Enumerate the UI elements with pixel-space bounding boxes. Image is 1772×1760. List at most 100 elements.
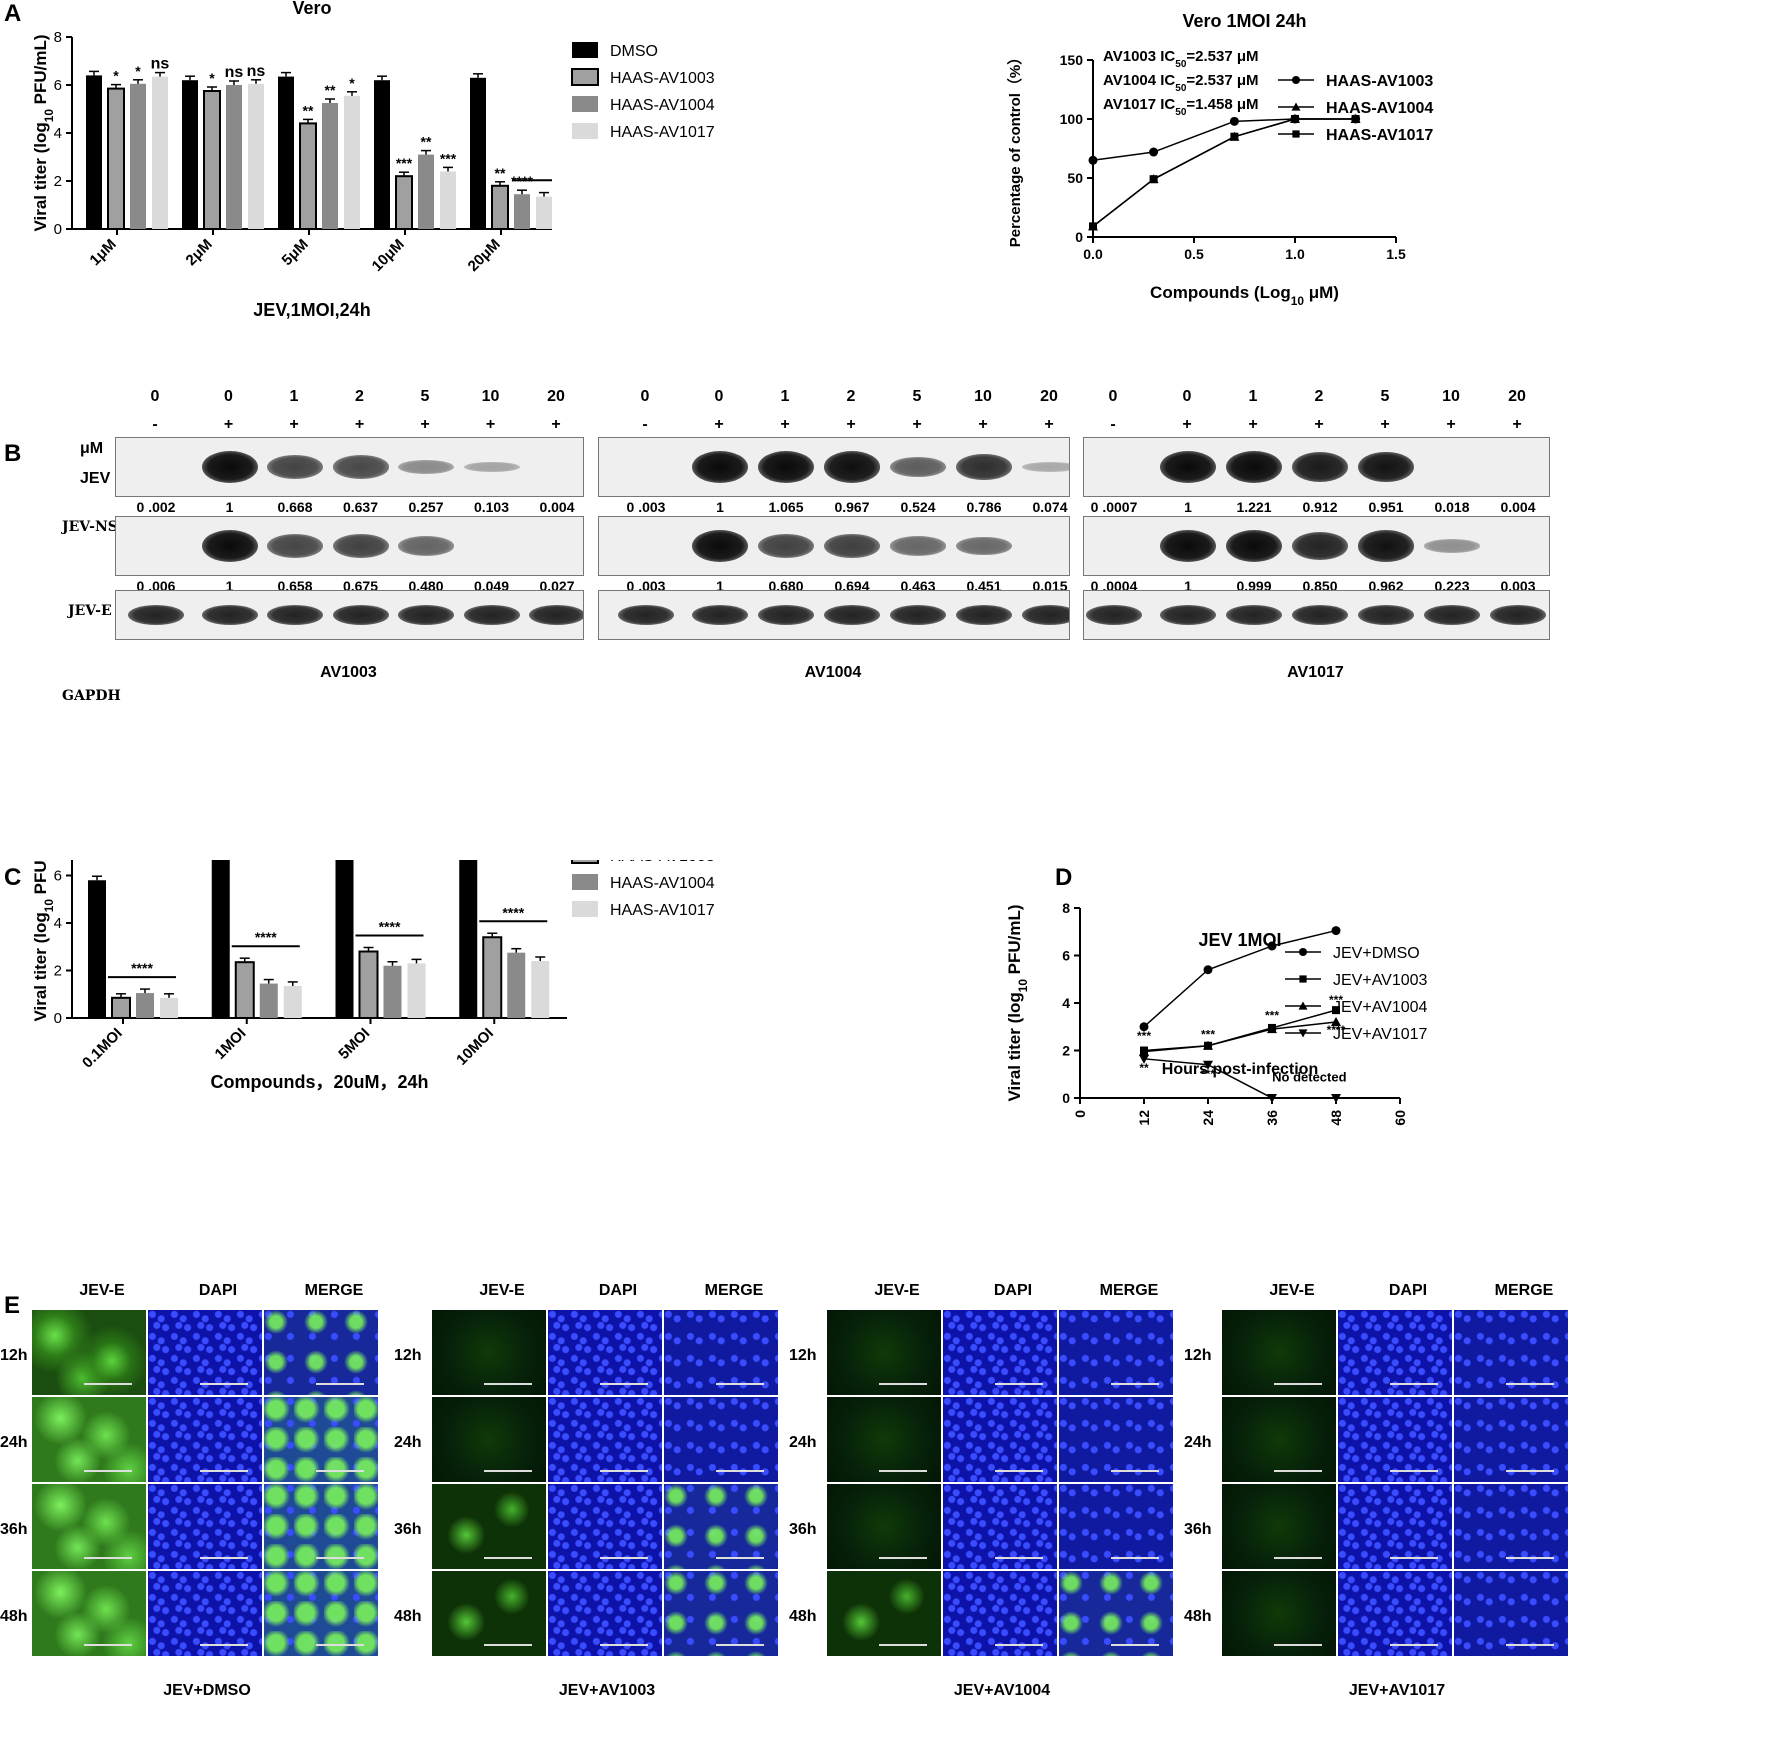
- protein-band: [1292, 531, 1348, 561]
- protein-band: [692, 530, 748, 562]
- if-column-label: MERGE: [304, 1282, 364, 1299]
- dose-label: 0: [640, 388, 650, 405]
- band-quantification: 1: [716, 499, 724, 515]
- y-tick-label: 6: [54, 868, 62, 885]
- scale-bar: [716, 1470, 764, 1472]
- protein-band: [1022, 462, 1069, 472]
- jev-sign: +: [223, 416, 234, 433]
- blot-group-label: AV1004: [804, 664, 862, 681]
- x-tick-label: 1μM: [87, 236, 120, 269]
- if-image-jev-e: [827, 1484, 941, 1569]
- legend-marker: [1292, 130, 1300, 138]
- if-image-merge: [264, 1310, 378, 1395]
- blot-gapdh: [1083, 590, 1550, 640]
- scale-bar: [1274, 1383, 1322, 1385]
- panel-label-c: C: [4, 864, 22, 891]
- if-image-merge: [1059, 1571, 1173, 1656]
- significance-label: **: [303, 102, 314, 118]
- protein-band: [824, 605, 880, 625]
- y-tick-label: 50: [1067, 170, 1083, 186]
- if-column-label: JEV-E: [1269, 1282, 1315, 1299]
- y-tick-label: 0: [1075, 229, 1083, 245]
- scale-bar: [484, 1644, 532, 1646]
- series-line: [1092, 118, 1356, 227]
- scale-bar: [600, 1470, 648, 1472]
- if-image-dapi: [1338, 1310, 1452, 1395]
- annotation-label: **: [1139, 1061, 1149, 1075]
- band-quantification: 0.018: [1434, 499, 1470, 515]
- if-group-label: JEV+AV1017: [1348, 1682, 1446, 1699]
- dose-label: 5: [912, 388, 922, 405]
- bar-haas-av1017: [407, 963, 426, 1018]
- if-column-label: DAPI: [198, 1282, 238, 1299]
- significance-label: **: [421, 134, 432, 150]
- x-tick-label: 0.0: [1083, 246, 1103, 262]
- blot-group-label: AV1017: [1287, 664, 1344, 681]
- band-quantification: 1: [1184, 499, 1192, 515]
- scale-bar: [879, 1470, 927, 1472]
- dose-label: 1: [780, 388, 790, 405]
- bar-haas-av1003: [234, 961, 255, 1019]
- if-row-label: 24h: [0, 1434, 28, 1451]
- if-image-dapi: [148, 1310, 262, 1395]
- if-image-merge: [1454, 1310, 1568, 1395]
- if-image-jev-e: [32, 1484, 146, 1569]
- x-tick-label: 0.1MOI: [79, 1025, 126, 1072]
- scale-bar: [600, 1557, 648, 1559]
- if-image-jev-e: [1222, 1484, 1336, 1569]
- scale-bar: [1111, 1644, 1159, 1646]
- bar-dmso: [88, 880, 106, 1018]
- jev-sign: -: [1110, 416, 1116, 433]
- x-tick-label: 5μM: [279, 236, 312, 269]
- if-image-dapi: [943, 1310, 1057, 1395]
- if-row-label: 24h: [1184, 1434, 1212, 1451]
- blot-ns5: [1083, 437, 1550, 497]
- if-row-label: 24h: [789, 1434, 817, 1451]
- band-quantification: 0.912: [1302, 499, 1338, 515]
- legend-swatch: [571, 860, 599, 864]
- if-image-merge: [264, 1397, 378, 1482]
- scale-bar: [1506, 1383, 1554, 1385]
- x-axis-label: Compounds，20uM，24h: [210, 1072, 428, 1092]
- x-tick-label: 60: [1392, 1110, 1408, 1126]
- protein-band: [1226, 451, 1282, 483]
- significance-label: ***: [396, 155, 413, 171]
- x-tick-label: 1.5: [1386, 246, 1406, 262]
- data-point: [1203, 1040, 1213, 1050]
- y-tick-label: 4: [54, 125, 62, 142]
- scale-bar: [200, 1470, 248, 1472]
- if-row-label: 36h: [0, 1521, 28, 1538]
- scale-bar: [879, 1644, 927, 1646]
- band-quantification: 0.103: [473, 499, 510, 515]
- data-point: [1351, 115, 1360, 123]
- band-quantification: 1: [1184, 578, 1192, 594]
- x-tick-label: 10μM: [369, 236, 408, 275]
- if-image-dapi: [548, 1397, 662, 1482]
- blot-label-gapdh: GAPDH: [62, 688, 121, 704]
- if-image-dapi: [1338, 1397, 1452, 1482]
- x-axis-label: Compounds (Log10 μM): [1150, 283, 1339, 308]
- bar-haas-av1003: [107, 87, 125, 230]
- protein-band: [1086, 605, 1142, 625]
- band-quantification: 0.786: [966, 499, 1002, 515]
- scale-bar: [716, 1383, 764, 1385]
- bar-haas-av1004: [259, 983, 278, 1018]
- x-tick-label: 2μM: [183, 236, 216, 269]
- panel-label-e: E: [4, 1292, 21, 1319]
- y-axis-label: Percentage of control（%）: [1006, 50, 1024, 248]
- band-quantification: 0.004: [539, 499, 575, 515]
- protein-band: [463, 461, 520, 473]
- protein-band: [1424, 539, 1480, 553]
- blot-e: [115, 516, 584, 576]
- legend-label: HAAS-AV1004: [1326, 100, 1433, 117]
- bar-dmso: [459, 860, 478, 1018]
- legend-swatch: [572, 901, 598, 917]
- data-point: [1139, 1022, 1149, 1032]
- jev-sign: -: [152, 416, 158, 433]
- legend-swatch: [572, 123, 598, 139]
- legend-swatch: [572, 874, 598, 890]
- if-image-merge: [664, 1310, 778, 1395]
- significance-label: *: [209, 70, 215, 86]
- if-image-jev-e: [432, 1484, 546, 1569]
